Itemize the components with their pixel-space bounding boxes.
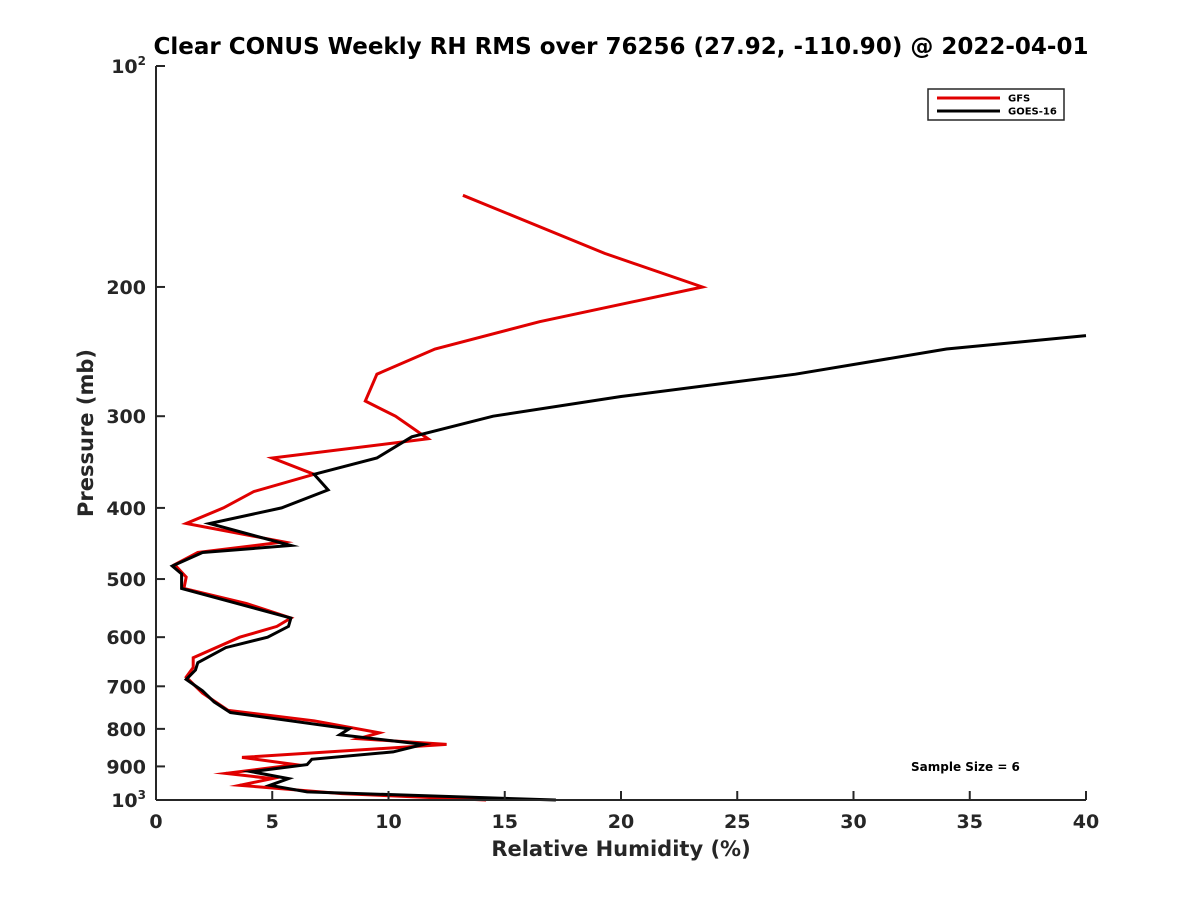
series-line-gfs: [172, 193, 709, 802]
y-tick-label: 103: [111, 788, 146, 812]
y-ticks: 102 200 300 400 500 600 700 800 900 103: [106, 54, 165, 812]
sample-size-annotation: Sample Size = 6: [911, 760, 1020, 774]
x-tick-label: 35: [957, 811, 983, 833]
x-ticks: 0 5 10 15 20 25 30 35 40: [149, 791, 1099, 833]
x-tick-label: 20: [608, 811, 634, 833]
chart-title: Clear CONUS Weekly RH RMS over 76256 (27…: [154, 34, 1089, 60]
y-tick-label: 600: [106, 627, 146, 649]
y-tick-label: 700: [106, 676, 146, 698]
x-tick-label: 15: [492, 811, 518, 833]
y-tick-label: 102: [111, 54, 146, 78]
y-tick-label: 300: [106, 406, 146, 428]
x-tick-label: 5: [266, 811, 279, 833]
x-tick-label: 30: [840, 811, 866, 833]
y-tick-label: 500: [106, 569, 146, 591]
axes: [155, 66, 1086, 801]
y-tick-label: 200: [106, 277, 146, 299]
y-tick-label: 800: [106, 719, 146, 741]
legend-label-gfs: GFS: [1008, 94, 1030, 105]
y-axis-label: Pressure (mb): [74, 349, 98, 517]
series-layer: [169, 193, 1087, 802]
x-tick-label: 25: [724, 811, 750, 833]
y-tick-label: 900: [106, 756, 146, 778]
series-line-goes-16: [169, 334, 1087, 802]
x-tick-label: 0: [149, 811, 162, 833]
x-tick-label: 10: [375, 811, 401, 833]
y-tick-label: 400: [106, 498, 146, 520]
legend-box: [927, 88, 1065, 121]
legend: GFS GOES-16: [927, 88, 1065, 121]
legend-label-goes-16: GOES-16: [1008, 107, 1057, 118]
x-axis-label: Relative Humidity (%): [491, 837, 750, 861]
x-tick-label: 40: [1073, 811, 1099, 833]
